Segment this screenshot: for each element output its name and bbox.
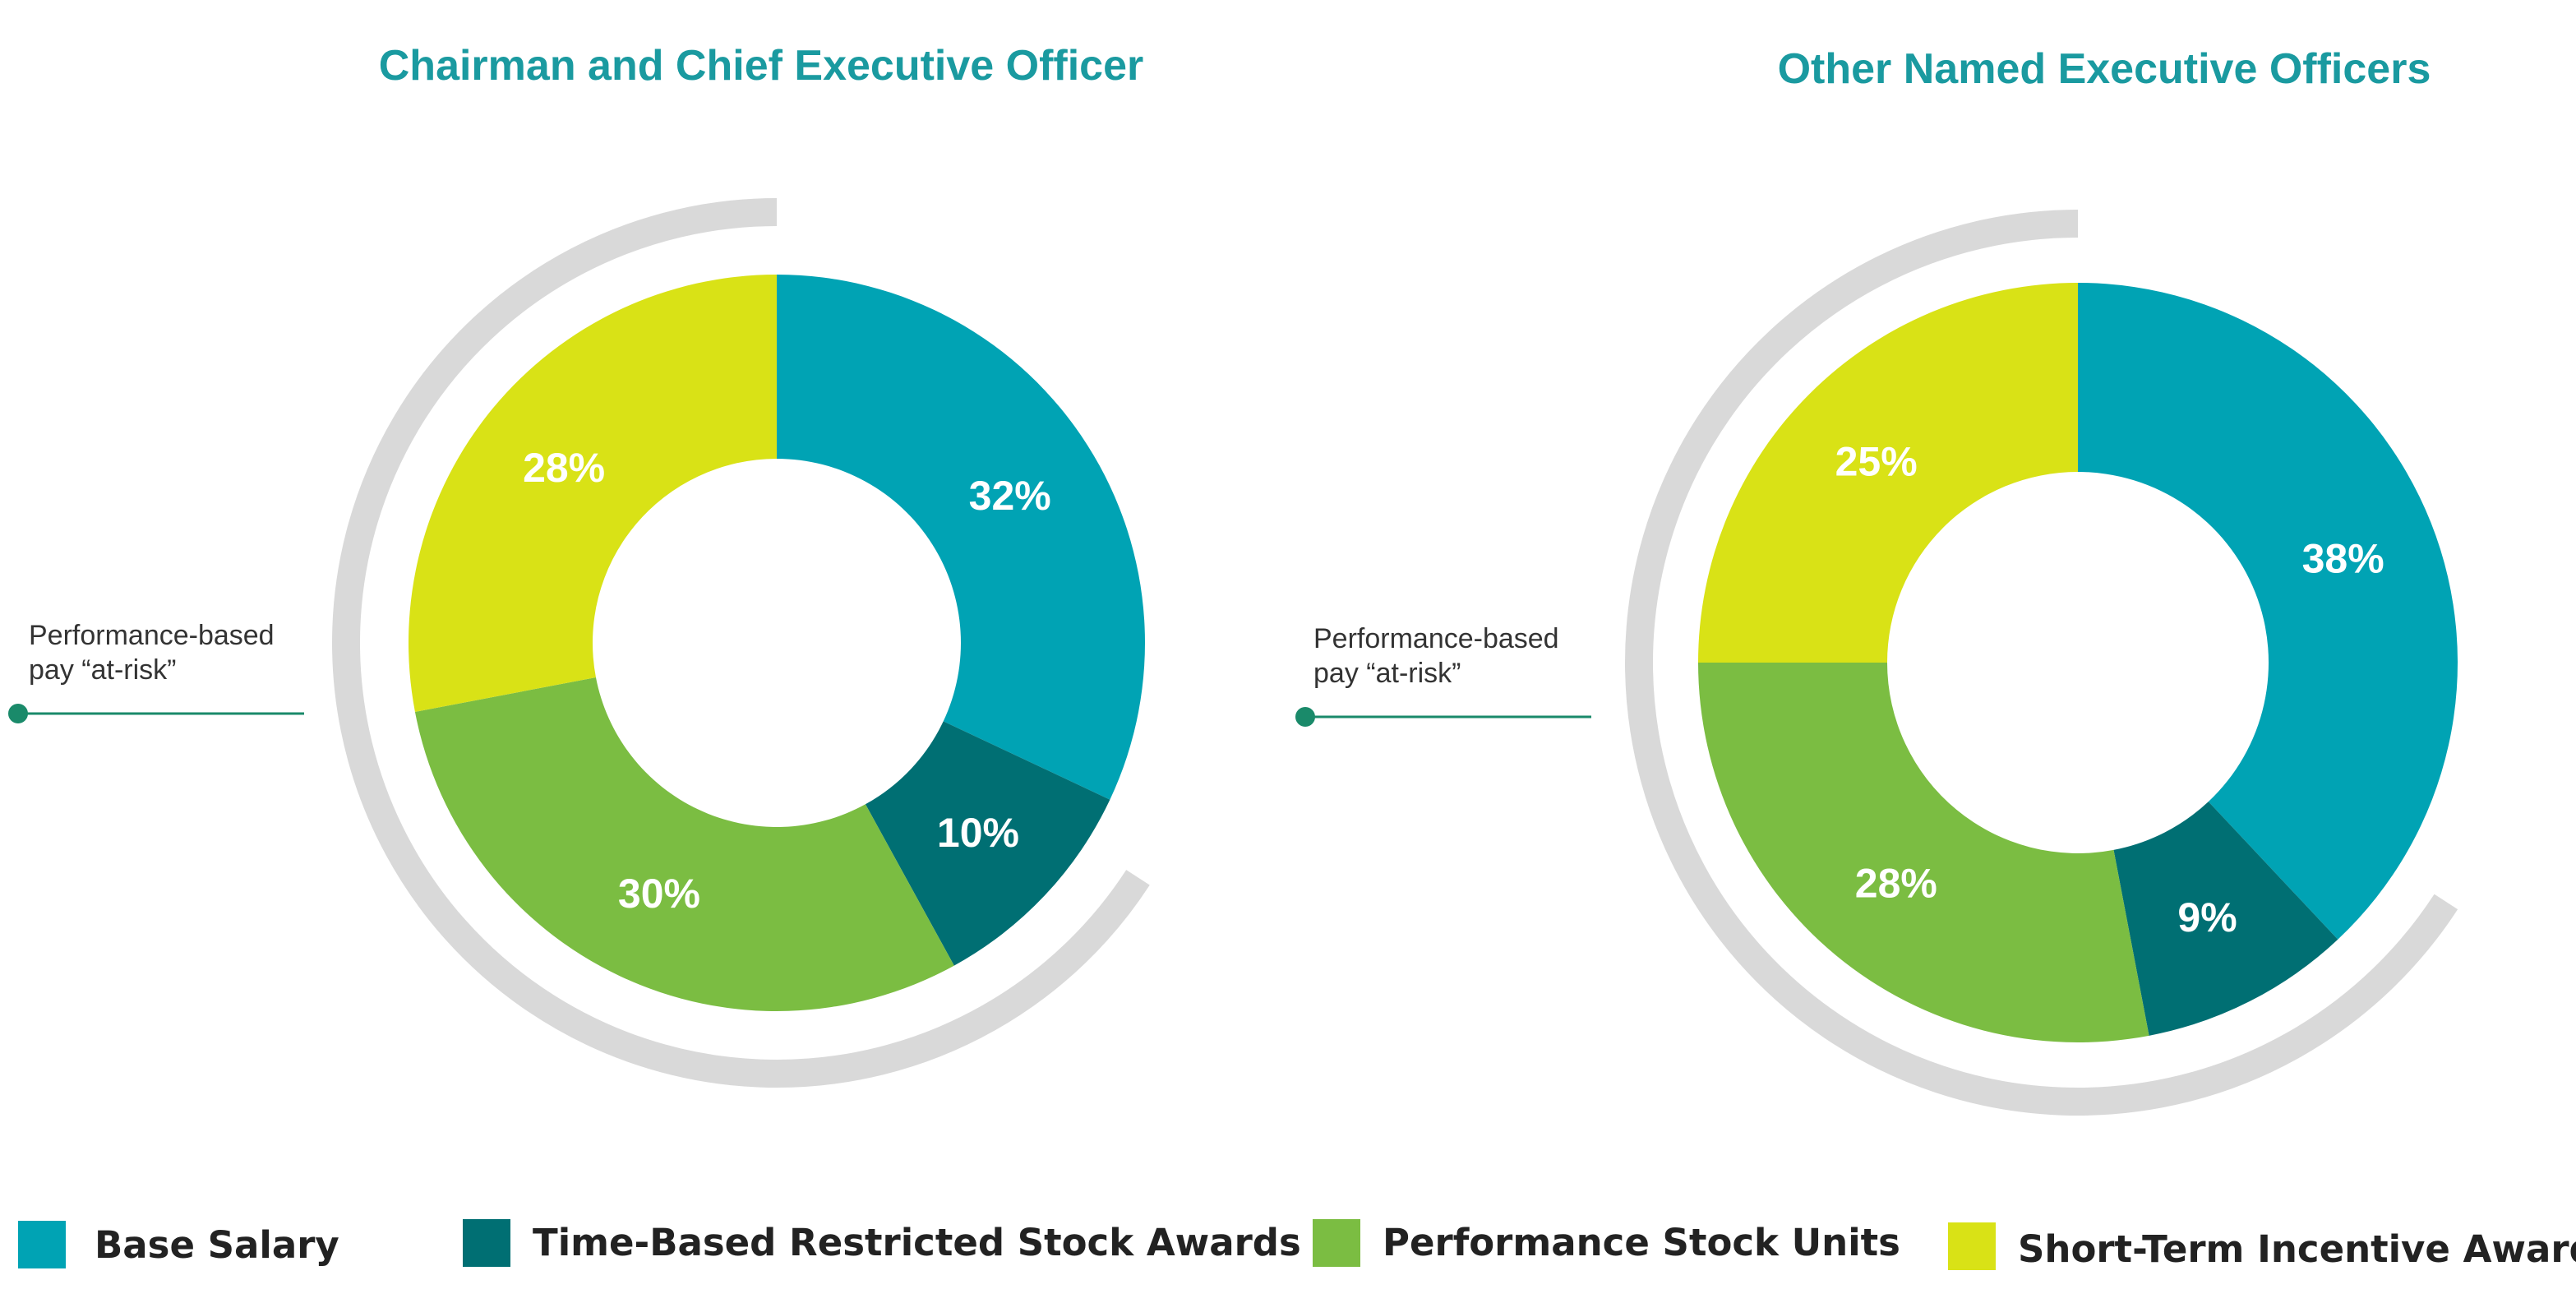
slice-short-term-incentive-awards-ceo [408,275,777,712]
at-risk-annotation-line2-ceo: pay “at-risk” [29,654,176,686]
data-label-base-salary-ceo: 32% [969,473,1051,519]
data-label-time-based-restricted-stock-awards-ceo: 10% [937,810,1019,856]
at-risk-arc-other-neos [1625,210,2458,1116]
legend-swatch-base-salary [18,1221,66,1268]
data-label-short-term-incentive-awards-ceo: 28% [523,445,605,491]
at-risk-annotation-line2-other-neos: pay “at-risk” [1313,658,1461,689]
legend-swatch-short-term-incentive [1948,1222,1996,1270]
legend-label-performance-stock-units: Performance Stock Units [1383,1221,1900,1264]
data-label-performance-stock-units-other-neos: 28% [1855,860,1937,906]
slice-base-salary-ceo [777,275,1146,800]
slice-performance-stock-units-ceo [414,677,954,1012]
slice-performance-stock-units-other-neos [1698,663,2149,1042]
chart-title-ceo: Chairman and Chief Executive Officer [379,42,1144,90]
data-label-performance-stock-units-ceo: 30% [618,871,700,917]
data-label-time-based-restricted-stock-awards-other-neos: 9% [2177,894,2237,940]
at-risk-annotation-dot-other-neos [1295,707,1315,727]
legend-label-time-based-rsa: Time-Based Restricted Stock Awards [533,1221,1301,1264]
slice-short-term-incentive-awards-other-neos [1698,283,2078,663]
legend-label-base-salary: Base Salary [95,1223,339,1267]
data-label-short-term-incentive-awards-other-neos: 25% [1835,439,1918,485]
at-risk-arc-ceo [332,198,1150,1088]
slice-base-salary-other-neos [2078,283,2458,940]
legend-label-short-term-incentive: Short-Term Incentive Awards [2018,1227,2576,1271]
legend-swatch-time-based-rsa [463,1219,510,1267]
donut-slices-ceo: 32% 10% 30% 28% [408,275,1146,1012]
donut-chart-other-neos: 38% 9% 28% 25% Performance-based pay “at-ri… [1295,210,2458,1116]
donut-chart-ceo: 32% 10% 30% 28% Performance-based pay “at-r… [8,198,1150,1088]
slice-time-based-restricted-stock-awards-ceo [865,721,1110,966]
at-risk-annotation-line1-ceo: Performance-based [29,620,275,651]
at-risk-annotation-line1-other-neos: Performance-based [1313,623,1559,654]
donut-slices-other-neos: 38% 9% 28% 25% [1698,283,2458,1042]
chart-title-other-neos: Other Named Executive Officers [1778,45,2431,93]
legend: Base Salary Time-Based Restricted Stock … [18,1219,2576,1271]
slice-time-based-restricted-stock-awards-other-neos [2113,802,2338,1036]
data-label-base-salary-other-neos: 38% [2302,535,2384,581]
legend-swatch-performance-stock-units [1313,1219,1360,1267]
at-risk-annotation-dot-ceo [8,704,28,723]
